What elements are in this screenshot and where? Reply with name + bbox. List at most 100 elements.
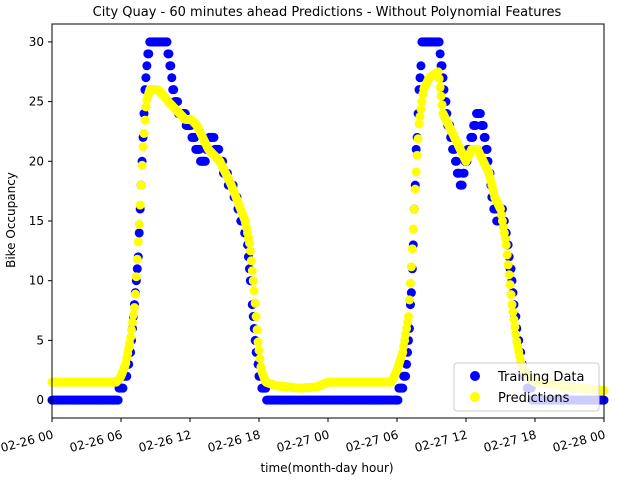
data-point	[166, 61, 176, 71]
data-point	[482, 144, 492, 154]
data-point	[415, 112, 425, 122]
data-point	[407, 244, 417, 254]
data-point	[132, 264, 142, 274]
data-point	[507, 300, 517, 310]
data-point	[451, 156, 461, 166]
data-point	[411, 167, 421, 177]
data-point	[247, 266, 257, 276]
data-point	[132, 254, 142, 264]
data-point	[126, 332, 136, 342]
data-point	[254, 345, 264, 355]
data-point	[501, 240, 511, 250]
legend: Training Data Predictions	[453, 362, 600, 412]
data-point	[141, 102, 151, 112]
data-point	[169, 85, 179, 95]
data-point	[410, 184, 420, 194]
data-point	[434, 37, 444, 47]
data-point	[437, 100, 447, 110]
data-point	[434, 74, 444, 84]
data-point	[113, 395, 123, 405]
y-tick-label: 30	[29, 35, 44, 49]
data-point	[137, 160, 147, 170]
data-point	[502, 250, 512, 260]
data-point	[250, 298, 260, 308]
data-point	[504, 270, 514, 280]
data-point	[412, 150, 422, 160]
chart-title: City Quay - 60 minutes ahead Predictions…	[93, 5, 562, 20]
data-point	[144, 49, 154, 59]
data-point	[468, 132, 478, 142]
data-point	[435, 82, 445, 92]
data-point	[127, 325, 137, 335]
data-point	[416, 104, 426, 114]
data-point	[162, 37, 172, 47]
x-axis-label: time(month-day hour)	[260, 461, 393, 475]
data-point	[478, 120, 488, 130]
y-tick-label: 25	[29, 95, 44, 109]
data-point	[393, 395, 403, 405]
data-point	[128, 317, 137, 327]
data-point	[510, 322, 520, 332]
data-point	[406, 262, 416, 272]
y-tick-label: 20	[29, 154, 44, 168]
data-point	[142, 61, 152, 71]
y-tick-label: 15	[29, 214, 44, 228]
data-point	[480, 132, 490, 142]
data-point	[475, 109, 485, 119]
data-point	[252, 325, 262, 335]
data-point	[251, 312, 261, 322]
data-point	[402, 359, 412, 369]
data-point	[130, 289, 140, 299]
data-point	[511, 329, 521, 339]
data-point	[506, 290, 516, 300]
data-point	[457, 180, 467, 190]
data-point	[135, 200, 145, 210]
data-point	[141, 73, 151, 83]
data-point	[433, 67, 443, 77]
data-point	[131, 272, 141, 282]
data-point	[413, 134, 423, 144]
data-point	[200, 156, 210, 166]
y-tick-label: 5	[36, 333, 44, 347]
data-point	[195, 144, 205, 154]
data-point	[134, 219, 144, 229]
data-point	[417, 97, 427, 107]
data-point	[398, 383, 408, 393]
data-point	[246, 256, 256, 266]
data-point	[408, 224, 418, 234]
data-point	[209, 132, 219, 142]
data-point	[140, 115, 150, 125]
y-axis-label: Bike Occupancy	[4, 172, 18, 268]
data-point	[253, 337, 263, 347]
plot-area	[47, 37, 609, 405]
data-point	[249, 286, 259, 296]
data-point	[406, 288, 416, 298]
data-point	[404, 312, 413, 322]
data-point	[416, 61, 426, 71]
data-point	[134, 228, 144, 238]
data-point	[509, 315, 519, 324]
data-point	[139, 128, 149, 138]
data-point	[435, 49, 445, 59]
data-point	[436, 91, 446, 101]
legend-marker	[470, 392, 480, 402]
data-point	[503, 260, 513, 270]
data-point	[459, 168, 469, 178]
data-point	[164, 49, 174, 59]
legend-box	[453, 362, 600, 412]
data-point	[118, 383, 128, 393]
data-point	[405, 278, 415, 288]
legend-marker	[470, 371, 480, 381]
legend-label: Predictions	[498, 391, 570, 406]
data-point	[248, 276, 258, 286]
data-point	[128, 310, 138, 320]
data-point	[136, 180, 146, 190]
data-point	[401, 371, 411, 381]
data-point	[133, 237, 143, 247]
data-point	[167, 73, 177, 83]
legend-label: Training Data	[497, 370, 584, 385]
data-point	[244, 238, 254, 248]
data-point	[505, 280, 515, 290]
data-point	[255, 354, 265, 364]
data-point	[129, 303, 139, 313]
